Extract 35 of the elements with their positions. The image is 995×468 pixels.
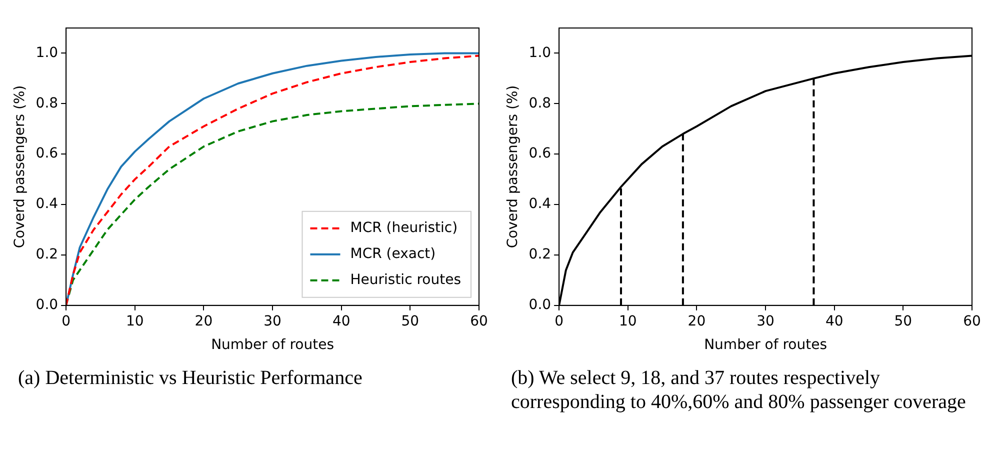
y-tick-label: 1.0 xyxy=(528,44,552,61)
legend-label: MCR (exact) xyxy=(350,246,436,262)
y-tick-label: 0.0 xyxy=(528,297,552,314)
y-tick-label: 0.8 xyxy=(36,95,58,112)
x-tick-label: 20 xyxy=(688,313,706,330)
x-tick-label: 60 xyxy=(470,313,488,330)
legend-label: Heuristic routes xyxy=(350,272,462,288)
x-tick-label: 60 xyxy=(963,313,981,330)
text: (b) We select 9, 18, and 37 routes respectively corresponding to 40%,60% and 80% passenger coverage xyxy=(510,366,967,414)
x-axis-title: Number of routes xyxy=(704,337,827,354)
x-tick-label: 40 xyxy=(825,313,844,330)
y-tick-label: 0.2 xyxy=(528,246,552,263)
x-tick-label: 30 xyxy=(756,313,774,330)
y-tick-label: 0.4 xyxy=(36,196,58,212)
y-axis-title: Coverd passengers (%) xyxy=(505,85,522,248)
x-tick-label: 10 xyxy=(126,313,144,330)
y-tick-label: 0.4 xyxy=(528,196,552,212)
x-tick-label: 50 xyxy=(894,313,912,330)
y-tick-label: 1.0 xyxy=(36,44,58,61)
x-tick-label: 20 xyxy=(194,313,213,330)
x-tick-label: 40 xyxy=(332,313,350,330)
y-tick-label: 0.2 xyxy=(36,246,58,263)
x-tick-label: 0 xyxy=(554,313,564,330)
y-tick-label: 0.6 xyxy=(528,146,552,162)
x-tick-label: 50 xyxy=(401,313,420,330)
x-tick-label: 0 xyxy=(62,313,71,330)
legend-label: MCR (heuristic) xyxy=(350,220,458,236)
y-tick-label: 0.0 xyxy=(36,297,58,314)
x-tick-label: 10 xyxy=(618,313,637,330)
text: (a) Deterministic vs Heuristic Performance xyxy=(17,366,364,390)
y-axis-title: Coverd passengers (%) xyxy=(12,85,28,248)
y-tick-label: 0.8 xyxy=(528,95,552,112)
x-tick-label: 30 xyxy=(264,313,282,330)
y-tick-label: 0.6 xyxy=(36,146,58,162)
x-axis-title: Number of routes xyxy=(211,337,334,354)
